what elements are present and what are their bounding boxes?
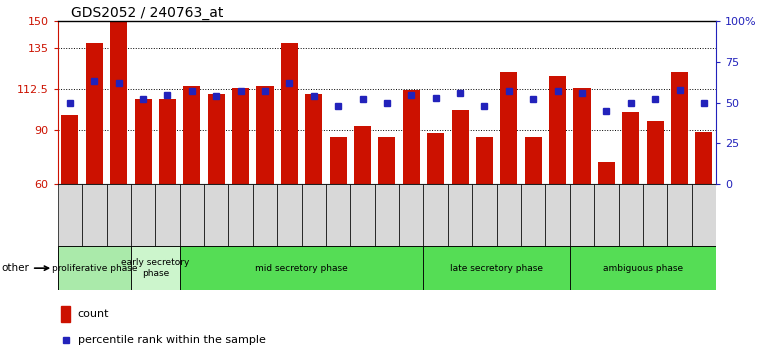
Bar — [476, 137, 493, 184]
Text: other: other — [2, 263, 49, 273]
Bar — [403, 90, 420, 184]
Text: late secretory phase: late secretory phase — [450, 264, 543, 273]
Bar — [451, 110, 469, 184]
Text: early secretory
phase: early secretory phase — [121, 258, 189, 278]
Bar — [135, 99, 152, 184]
Bar — [570, 246, 716, 290]
Bar — [305, 93, 323, 184]
Bar — [229, 184, 253, 246]
Bar — [58, 184, 82, 246]
Bar — [256, 86, 273, 184]
Bar — [574, 88, 591, 184]
Bar — [497, 184, 521, 246]
Bar — [594, 184, 618, 246]
Bar — [159, 99, 176, 184]
Bar — [598, 162, 615, 184]
Text: mid secretory phase: mid secretory phase — [255, 264, 348, 273]
Bar — [643, 184, 668, 246]
Bar — [500, 72, 517, 184]
Bar — [375, 184, 399, 246]
Bar — [524, 137, 542, 184]
Bar — [424, 246, 570, 290]
Bar — [58, 246, 131, 290]
Bar — [354, 126, 371, 184]
Bar — [622, 112, 639, 184]
Bar — [183, 86, 200, 184]
Bar — [156, 184, 179, 246]
Bar — [691, 184, 716, 246]
Bar — [208, 93, 225, 184]
Bar — [326, 184, 350, 246]
Bar — [618, 184, 643, 246]
Bar — [427, 133, 444, 184]
Bar — [204, 184, 229, 246]
Bar — [671, 72, 688, 184]
Bar — [82, 184, 106, 246]
Bar — [668, 184, 691, 246]
Bar — [378, 137, 396, 184]
Text: percentile rank within the sample: percentile rank within the sample — [78, 335, 266, 344]
Bar — [302, 184, 326, 246]
Bar — [570, 184, 594, 246]
Bar — [85, 43, 103, 184]
Bar — [253, 184, 277, 246]
Bar — [131, 184, 156, 246]
Bar — [330, 137, 346, 184]
Bar — [232, 88, 249, 184]
Text: GDS2052 / 240763_at: GDS2052 / 240763_at — [71, 6, 223, 20]
Bar — [179, 246, 424, 290]
Bar — [399, 184, 424, 246]
Bar — [448, 184, 472, 246]
Text: proliferative phase: proliferative phase — [52, 264, 137, 273]
Bar — [131, 246, 179, 290]
Bar — [695, 132, 712, 184]
Bar — [424, 184, 448, 246]
Text: ambiguous phase: ambiguous phase — [603, 264, 683, 273]
Bar — [472, 184, 497, 246]
Bar — [281, 43, 298, 184]
Bar — [179, 184, 204, 246]
Bar — [277, 184, 302, 246]
Bar — [521, 184, 545, 246]
Bar — [647, 121, 664, 184]
Text: count: count — [78, 309, 109, 319]
Bar — [549, 75, 566, 184]
Bar — [350, 184, 375, 246]
Bar — [110, 21, 127, 184]
Bar — [106, 184, 131, 246]
Bar — [62, 306, 70, 322]
Bar — [545, 184, 570, 246]
Bar — [62, 115, 79, 184]
